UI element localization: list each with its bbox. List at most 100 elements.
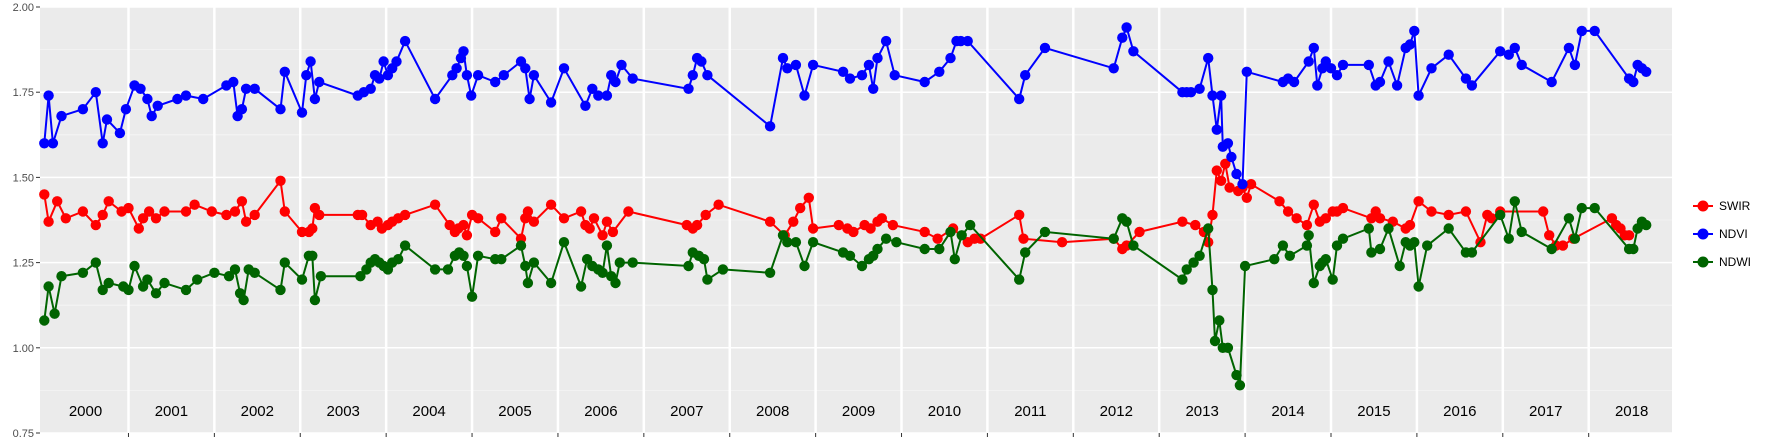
data-point-ndwi [1209,335,1221,347]
data-point-swir [137,213,149,224]
data-point-swir [803,192,814,203]
legend-key-swir [1697,200,1709,212]
data-point-ndvi [1288,76,1300,88]
data-point-ndwi [1207,284,1218,296]
data-point-swir [522,206,534,217]
data-point-ndvi [1203,52,1214,64]
data-point-ndvi [1215,90,1227,101]
data-point-ndwi [702,274,713,285]
data-point-ndwi [229,264,241,275]
year-label: 2007 [670,403,703,420]
data-point-ndwi [1214,315,1225,326]
data-point-ndwi [90,257,102,268]
data-point-ndwi [1181,264,1192,275]
data-point-swir [150,213,162,224]
data-point-swir [206,206,217,217]
data-point-ndvi [1426,63,1437,74]
legend-label-ndvi: NDVI [1719,227,1748,241]
data-point-ndwi [1366,247,1377,258]
data-point-ndvi [1546,76,1557,88]
data-point-swir [1245,179,1257,190]
data-point-ndvi [490,76,501,88]
data-point-ndwi [180,284,192,296]
data-point-ndvi [1337,59,1349,71]
data-point-ndwi [1121,216,1132,227]
data-point-ndvi [868,83,879,95]
data-point-ndwi [458,250,469,261]
data-point-ndvi [135,83,146,95]
data-point-ndwi [309,294,321,306]
data-point-ndwi [545,277,557,289]
data-point-ndvi [1325,63,1337,74]
data-point-ndwi [790,237,802,248]
data-point-ndwi [355,271,366,282]
data-point-ndwi [934,243,945,255]
data-point-ndwi [614,257,625,268]
data-point-ndwi [597,267,608,278]
year-label: 2004 [412,403,445,420]
data-point-ndvi [601,90,613,101]
data-point-ndwi [429,264,441,275]
data-point-ndvi [1194,83,1205,95]
data-point-ndvi [807,59,819,71]
data-point-ndvi [374,73,385,84]
data-point-ndwi [1337,233,1349,244]
data-point-ndvi [524,93,535,105]
data-point-ndwi [799,260,810,272]
data-point-ndwi [39,315,50,326]
year-label: 2006 [584,403,617,420]
data-point-ndwi [77,267,89,278]
data-point-ndvi [1108,63,1119,74]
data-point-ndvi [114,127,126,139]
data-point-ndvi [240,83,252,95]
data-point-swir [865,223,876,234]
data-point-swir [1623,230,1635,241]
data-point-ndvi [1391,80,1403,91]
data-point-ndwi [1222,342,1234,353]
data-point-ndvi [1404,39,1416,50]
data-point-ndwi [1284,250,1296,261]
data-point-ndwi [496,254,507,265]
data-point-swir [1337,202,1349,214]
data-point-ndvi [1589,25,1600,37]
data-point-ndvi [627,73,638,84]
data-point-swir [545,199,557,210]
data-point-ndwi [1409,237,1420,248]
data-point-swir [1177,216,1188,227]
data-point-ndvi [152,100,163,112]
data-point-ndvi [399,35,411,47]
data-point-swir [1404,219,1416,231]
data-point-ndwi [56,271,67,282]
year-label: 2012 [1100,403,1133,420]
data-point-swir [279,206,290,217]
data-point-ndvi [863,59,875,71]
data-point-ndwi [522,277,534,289]
data-point-ndvi [1222,138,1234,149]
series-line-swir [43,163,1630,251]
data-point-ndvi [1237,179,1248,190]
data-point-swir [932,233,943,244]
data-point-ndwi [461,260,473,272]
data-point-ndwi [223,271,235,282]
y-tick-label: 1.75 [13,87,34,99]
data-point-ndwi [1466,247,1478,258]
data-point-swir [180,206,192,217]
data-point-ndvi [1039,42,1051,54]
data-point-ndvi [77,104,89,115]
data-point-ndvi [837,66,849,78]
data-point-swir [399,209,411,221]
data-point-ndwi [442,264,454,275]
data-point-ndwi [399,240,411,251]
data-point-swir [1320,213,1332,224]
data-point-ndvi [146,110,157,122]
legend-key-ndvi [1697,228,1709,240]
data-point-ndvi [1466,80,1478,91]
data-point-swir [461,230,473,241]
data-point-ndwi [472,250,484,261]
data-point-swir [1308,199,1320,210]
data-point-ndvi [461,70,473,81]
data-point-ndwi [1320,254,1332,265]
data-point-ndvi [1374,76,1386,88]
data-point-ndwi [807,237,819,248]
data-point-ndwi [249,267,260,278]
